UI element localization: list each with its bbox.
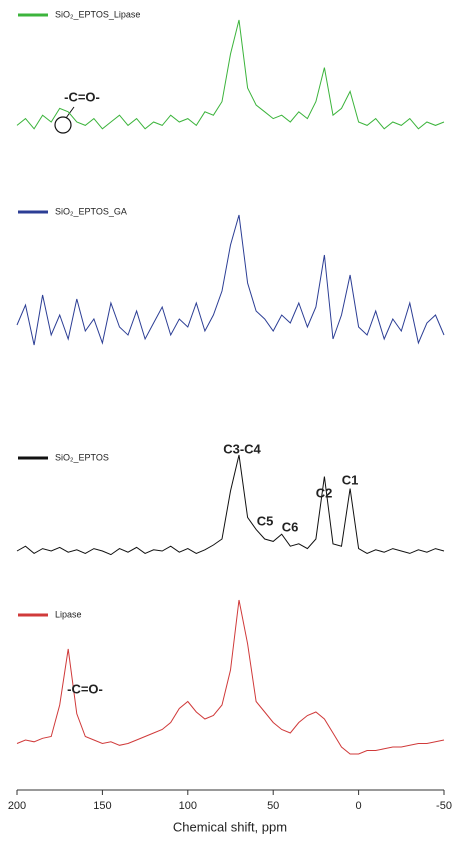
- spectrum-line: [16, 214, 445, 346]
- x-tick-label: 150: [93, 800, 111, 812]
- x-tick-label: 50: [267, 800, 279, 812]
- x-tick-label: 0: [356, 800, 362, 812]
- x-tick-label: 100: [179, 800, 197, 812]
- annotation-circle: [54, 116, 72, 134]
- legend-label: SiO₂_EPTOS: [55, 452, 109, 462]
- legend-label: Lipase: [55, 609, 82, 619]
- annotation-arrow: [65, 106, 75, 119]
- legend-label: SiO₂_EPTOS_GA: [55, 206, 127, 216]
- x-tick-label: 200: [8, 800, 26, 812]
- annotation: -C=O-: [64, 89, 100, 104]
- annotation: C5: [257, 513, 274, 528]
- annotation: C1: [342, 472, 359, 487]
- spectrum-line: [16, 19, 445, 130]
- spectrum-line: [16, 599, 445, 755]
- annotation: C2: [316, 485, 333, 500]
- spectrum-line: [16, 454, 445, 556]
- annotation: C3-C4: [223, 441, 261, 456]
- x-tick-label: -50: [436, 800, 452, 812]
- x-axis-title: Chemical shift, ppm: [173, 819, 287, 834]
- annotation: C6: [282, 519, 299, 534]
- annotation: -C=O-: [67, 681, 103, 696]
- legend-label: SiO₂_EPTOS_Lipase: [55, 9, 140, 19]
